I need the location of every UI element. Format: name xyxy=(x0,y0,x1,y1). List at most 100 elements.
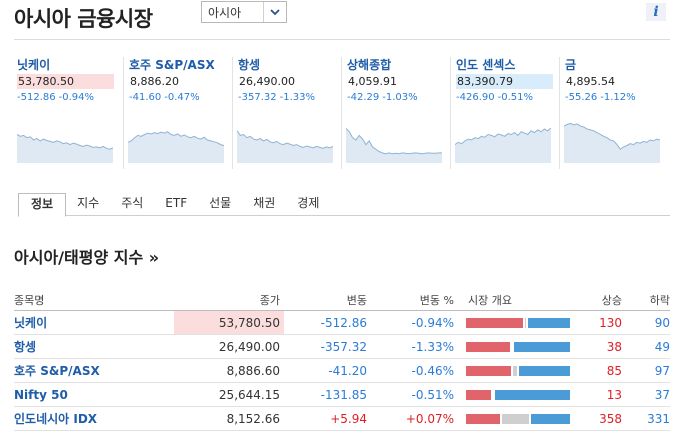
tab-item[interactable]: ETF xyxy=(165,196,188,210)
bar-flat xyxy=(500,413,530,424)
bar-up xyxy=(466,389,491,400)
sparkline-chart xyxy=(564,122,660,163)
card-change-pct: -0.47% xyxy=(164,92,200,103)
table-row[interactable]: 호주 S&P/ASX 8,886.60 -41.20 -0.46% 85 97 xyxy=(14,359,670,383)
row-change: -41.20 xyxy=(328,363,367,378)
row-name[interactable]: 닛케이 xyxy=(14,316,48,330)
card-change-pct: -0.94% xyxy=(58,92,94,103)
header-change[interactable]: 변동 xyxy=(346,293,367,307)
market-card[interactable]: 인도 센섹스 83,390.79 -426.90 -0.51% xyxy=(450,57,559,169)
card-change: -357.32 -1.33% xyxy=(238,89,341,106)
sparkline-area xyxy=(17,134,113,163)
card-change-value: -41.60 xyxy=(129,92,162,103)
row-price: 8,886.60 xyxy=(226,363,280,378)
header-name[interactable]: 종목명 xyxy=(14,293,45,307)
table-row[interactable]: 닛케이 53,780.50 -512.86 -0.94% 130 90 xyxy=(14,311,670,335)
row-up-count: 85 xyxy=(606,363,622,378)
market-card[interactable]: 닛케이 53,780.50 -512.86 -0.94% xyxy=(14,57,123,169)
tab-item[interactable]: 정보 xyxy=(18,193,67,217)
row-name[interactable]: 인도네시아 IDX xyxy=(14,412,98,426)
card-change: -42.29 -1.03% xyxy=(347,89,450,106)
market-breadth-bar xyxy=(466,389,570,400)
row-change: -357.32 xyxy=(320,339,367,354)
row-name[interactable]: 호주 S&P/ASX xyxy=(14,364,100,378)
row-up-count: 358 xyxy=(599,411,622,426)
header-up[interactable]: 상승 xyxy=(601,293,622,307)
card-change-value: -512.86 xyxy=(17,92,56,103)
bar-up xyxy=(466,317,524,328)
card-name[interactable]: 금 xyxy=(565,58,577,72)
market-breadth-bar xyxy=(466,341,570,352)
row-overview xyxy=(466,335,576,358)
market-breadth-bar xyxy=(466,317,570,328)
card-name[interactable]: 상해종합 xyxy=(347,58,392,72)
tab-item[interactable]: 채권 xyxy=(253,196,276,210)
bar-down xyxy=(529,413,570,424)
section-title[interactable]: 아시아/태평양 지수 » xyxy=(14,248,160,267)
row-pct: +0.07% xyxy=(405,411,454,426)
table-row[interactable]: Nifty 50 25,644.15 -131.85 -0.51% 13 37 xyxy=(14,383,670,407)
card-change-value: -426.90 xyxy=(456,92,495,103)
chevron-down-icon[interactable] xyxy=(263,2,286,22)
sparkline-chart xyxy=(128,131,224,163)
card-price: 53,780.50 xyxy=(17,74,114,89)
tab-item[interactable]: 지수 xyxy=(77,196,100,210)
row-overview xyxy=(466,311,576,334)
row-price: 26,490.00 xyxy=(218,339,280,354)
row-price: 53,780.50 xyxy=(174,311,284,334)
table-row[interactable]: 인도네시아 IDX 8,152.66 +5.94 +0.07% 358 331 xyxy=(14,407,670,431)
header-pct[interactable]: 변동 % xyxy=(419,293,454,307)
card-change-value: -42.29 xyxy=(347,92,380,103)
card-price: 8,886.20 xyxy=(130,75,179,88)
row-change: +5.94 xyxy=(330,411,367,426)
bar-flat xyxy=(523,317,527,328)
row-pct: -0.94% xyxy=(411,315,454,330)
card-price: 26,490.00 xyxy=(239,75,295,88)
row-price: 25,644.15 xyxy=(218,387,280,402)
market-card[interactable]: 금 4,895.54 -55.26 -1.12% xyxy=(559,57,668,169)
row-pct: -0.46% xyxy=(411,363,454,378)
index-table: 종목명 종가 변동 변동 % 시장 개요 상승 하락 닛케이 53,780.50 -… xyxy=(14,289,670,431)
tab-item[interactable]: 경제 xyxy=(297,196,320,210)
bar-flat xyxy=(509,341,512,352)
bar-flat xyxy=(510,365,517,376)
market-breadth-bar xyxy=(466,413,570,424)
bar-down xyxy=(511,341,570,352)
info-icon[interactable]: i xyxy=(646,3,666,21)
sparkline-area xyxy=(346,128,442,163)
header-down[interactable]: 하락 xyxy=(649,293,670,307)
row-overview xyxy=(466,407,576,430)
tab-item[interactable]: 선물 xyxy=(209,196,232,210)
row-price: 8,152.66 xyxy=(226,411,280,426)
tab-item[interactable]: 주식 xyxy=(121,196,144,210)
region-select[interactable]: 아시아 xyxy=(201,1,287,23)
market-breadth-bar xyxy=(466,365,570,376)
page-header: 아시아 금융시장 아시아 i xyxy=(14,0,670,40)
row-down-count: 49 xyxy=(654,339,670,354)
market-card[interactable]: 항셍 26,490.00 -357.32 -1.33% xyxy=(232,57,341,169)
sparkline-line xyxy=(455,127,551,146)
sparkline-chart xyxy=(17,134,113,163)
card-name[interactable]: 항셍 xyxy=(238,58,261,72)
market-card[interactable]: 호주 S&P/ASX 8,886.20 -41.60 -0.47% xyxy=(123,57,232,169)
sparkline-line xyxy=(128,131,224,146)
sparkline-line xyxy=(237,130,333,149)
row-down-count: 97 xyxy=(654,363,670,378)
card-change: -426.90 -0.51% xyxy=(456,89,559,106)
card-name[interactable]: 닛케이 xyxy=(17,58,51,72)
card-name[interactable]: 인도 센섹스 xyxy=(456,58,516,72)
table-row[interactable]: 항셍 26,490.00 -357.32 -1.33% 38 49 xyxy=(14,335,670,359)
page-title: 아시아 금융시장 xyxy=(14,7,153,31)
market-card[interactable]: 상해종합 4,059.91 -42.29 -1.03% xyxy=(341,57,450,169)
row-up-count: 13 xyxy=(606,387,622,402)
card-change: -55.26 -1.12% xyxy=(565,89,668,106)
card-price: 4,059.91 xyxy=(348,75,397,88)
row-name[interactable]: Nifty 50 xyxy=(14,387,68,402)
header-price[interactable]: 종가 xyxy=(259,293,280,307)
sparkline-area xyxy=(564,123,660,163)
bar-up xyxy=(466,341,510,352)
bar-up xyxy=(466,365,511,376)
region-select-value: 아시아 xyxy=(208,5,242,20)
card-name[interactable]: 호주 S&P/ASX xyxy=(129,58,215,72)
row-name[interactable]: 항셍 xyxy=(14,340,37,354)
